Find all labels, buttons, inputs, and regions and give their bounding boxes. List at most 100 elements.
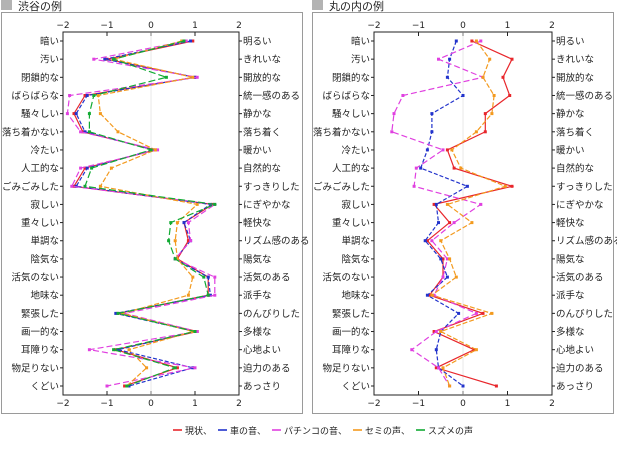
data-point — [425, 293, 429, 297]
right-adjective-label: 迫力のある — [556, 362, 604, 374]
data-point — [492, 94, 496, 97]
x-tick-label-top: 1 — [192, 21, 198, 31]
x-tick-label-top: −2 — [367, 21, 380, 31]
data-point — [452, 221, 456, 225]
right-adjective-label: きれいな — [556, 55, 594, 66]
data-point — [72, 112, 76, 116]
left-adjective-label: 単調な — [341, 235, 370, 247]
data-point — [445, 202, 449, 206]
data-point — [434, 366, 438, 370]
x-tick-label-top: −1 — [412, 21, 425, 31]
data-point — [120, 311, 124, 315]
data-point — [474, 130, 478, 134]
right-adjective-label: 陽気な — [556, 253, 585, 265]
right-adjective-label: 軽快な — [556, 217, 585, 229]
data-point — [213, 293, 217, 297]
data-point — [490, 112, 494, 116]
legend-label: セミの声、 — [365, 425, 410, 437]
data-point — [390, 130, 394, 134]
data-point — [191, 39, 195, 43]
left-adjective-label: 物足りない — [11, 362, 59, 374]
right-adjective-label: 自然的な — [556, 163, 594, 175]
right-adjective-label: 落ち着く — [243, 126, 281, 138]
data-point — [445, 148, 449, 152]
left-adjective-label: 単調な — [30, 235, 59, 247]
data-point — [461, 94, 465, 97]
data-point — [175, 257, 179, 261]
data-point — [430, 112, 434, 116]
data-point — [167, 239, 171, 243]
right-adjective-label: 陽気な — [243, 253, 272, 265]
data-point — [191, 75, 195, 79]
data-point — [439, 239, 443, 243]
data-point — [437, 57, 440, 61]
series-line — [391, 40, 485, 387]
data-point — [425, 239, 429, 243]
data-point — [434, 202, 438, 206]
data-point — [414, 166, 418, 170]
data-point — [79, 166, 83, 170]
data-point — [441, 275, 445, 279]
data-point — [191, 275, 195, 279]
data-point — [145, 366, 149, 370]
data-point — [123, 384, 127, 388]
data-point — [189, 39, 193, 43]
left-adjective-label: 暗い — [40, 36, 59, 48]
panel-title-marker-right — [312, 0, 323, 10]
data-point — [153, 148, 157, 152]
x-tick-label-bottom: 0 — [460, 399, 466, 409]
data-point — [474, 39, 478, 43]
left-adjective-label: 暗い — [351, 36, 370, 48]
data-point — [510, 184, 514, 188]
data-point — [83, 130, 87, 134]
data-point — [156, 148, 160, 152]
right-adjective-label: 開放的な — [556, 72, 594, 84]
data-point — [439, 257, 443, 261]
series-line — [97, 40, 199, 387]
data-point — [448, 57, 452, 61]
left-adjective-label: 地味な — [30, 290, 59, 302]
legend-label: スズメの声 — [428, 425, 473, 437]
data-point — [430, 293, 434, 297]
x-tick-label-bottom: 0 — [148, 399, 154, 409]
data-point — [184, 39, 188, 43]
data-point — [114, 348, 118, 352]
right-adjective-label: すっきりした — [243, 182, 300, 193]
data-point — [85, 94, 89, 97]
data-point — [83, 184, 87, 188]
left-adjective-label: 重々しい — [21, 217, 59, 229]
panel-title-marker-left — [1, 0, 12, 10]
data-point — [430, 239, 434, 243]
data-point — [116, 348, 120, 352]
data-point — [173, 366, 177, 370]
data-point — [445, 275, 449, 279]
x-tick-label-top: 1 — [505, 21, 511, 31]
legend-label: 現状、 — [185, 425, 212, 437]
right-adjective-label: 心地よい — [556, 344, 594, 356]
x-tick-label-bottom: −2 — [367, 399, 380, 409]
data-point — [105, 384, 109, 388]
data-point — [432, 330, 436, 333]
series-line — [84, 40, 218, 387]
data-point — [432, 202, 436, 206]
left-adjective-label: 陰気な — [30, 253, 59, 265]
right-adjective-label: 派手な — [243, 290, 272, 302]
data-point — [419, 166, 423, 170]
x-tick-label-top: 0 — [148, 21, 154, 31]
left-adjective-label: くどい — [30, 382, 59, 393]
data-point — [494, 384, 498, 388]
data-point — [169, 221, 173, 225]
data-point — [195, 75, 199, 79]
x-tick-label-bottom: 1 — [192, 399, 198, 409]
right-adjective-label: リズム感のある — [243, 235, 310, 247]
right-adjective-label: 暖かい — [556, 144, 585, 156]
data-point — [445, 257, 449, 261]
left-adjective-label: 落ち着かない — [2, 126, 59, 138]
data-point — [127, 348, 131, 352]
data-point — [189, 239, 193, 243]
right-adjective-label: 心地よい — [243, 344, 281, 356]
data-point — [182, 39, 186, 43]
data-point — [98, 112, 102, 116]
data-point — [109, 166, 113, 170]
right-adjective-label: 静かな — [556, 108, 585, 120]
